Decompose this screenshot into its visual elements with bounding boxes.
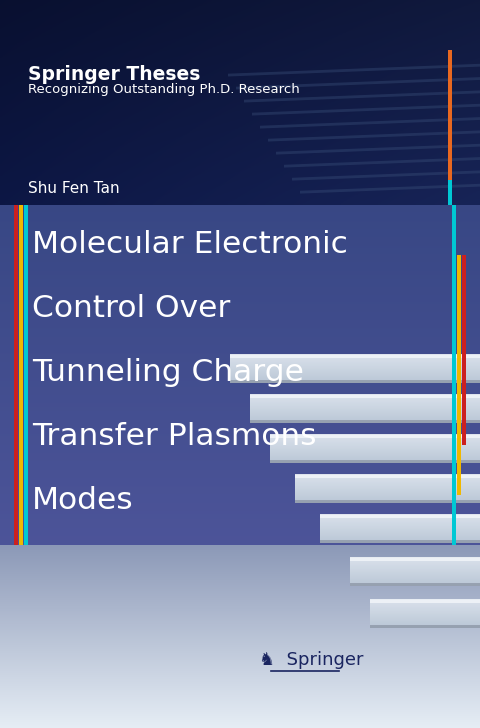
Bar	[320, 514, 480, 518]
Bar	[448, 180, 452, 205]
Bar	[14, 205, 18, 545]
Text: Modes: Modes	[32, 486, 133, 515]
Bar	[462, 255, 466, 445]
Text: Control Over: Control Over	[32, 294, 230, 323]
Bar	[19, 205, 23, 545]
Text: Transfer Plasmons: Transfer Plasmons	[32, 422, 316, 451]
Bar	[24, 205, 28, 545]
Text: Molecular Electronic: Molecular Electronic	[32, 230, 348, 259]
Bar	[230, 380, 480, 383]
Bar	[270, 460, 480, 463]
Bar	[295, 474, 480, 478]
Text: Shu Fen Tan: Shu Fen Tan	[28, 181, 120, 196]
Text: ♞  Springer: ♞ Springer	[259, 651, 364, 669]
Bar	[250, 394, 480, 398]
Bar	[370, 600, 480, 605]
Bar	[452, 205, 456, 545]
Bar	[270, 434, 480, 438]
Bar	[350, 557, 480, 561]
Text: Springer Theses: Springer Theses	[28, 65, 200, 84]
Bar	[250, 395, 480, 400]
Bar	[448, 50, 452, 180]
Bar	[230, 354, 480, 358]
Text: Recognizing Outstanding Ph.D. Research: Recognizing Outstanding Ph.D. Research	[28, 83, 300, 96]
Bar	[295, 500, 480, 503]
Bar	[250, 420, 480, 423]
Bar	[230, 355, 480, 360]
Bar	[350, 558, 480, 563]
Bar	[295, 475, 480, 480]
Bar	[320, 515, 480, 520]
Bar	[350, 583, 480, 586]
Bar	[270, 435, 480, 440]
Text: Tunneling Charge: Tunneling Charge	[32, 358, 304, 387]
Bar	[457, 255, 461, 495]
Bar	[370, 599, 480, 603]
Bar	[370, 625, 480, 628]
Bar	[320, 540, 480, 543]
